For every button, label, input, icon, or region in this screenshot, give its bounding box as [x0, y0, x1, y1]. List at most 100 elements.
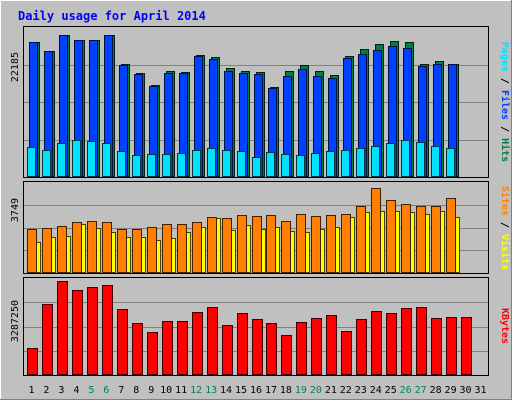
- bar-kbytes-day-4: [72, 290, 83, 375]
- bar-pages-day-13: [207, 148, 216, 177]
- y-max-label: 3287250: [10, 300, 21, 342]
- bar-pages-day-20: [311, 153, 320, 177]
- bar-kbytes-day-23: [356, 319, 367, 375]
- day-label-15: 15: [235, 385, 247, 396]
- bar-kbytes-day-17: [266, 323, 277, 375]
- bar-pages-day-23: [356, 148, 365, 177]
- bar-pages-day-4: [72, 140, 81, 177]
- bar-kbytes-day-19: [296, 322, 307, 375]
- legend-text: Pages / Files / Hits: [499, 42, 511, 162]
- bar-pages-day-26: [401, 140, 410, 177]
- bar-sites-day-13: [207, 217, 217, 273]
- bar-sites-day-14: [222, 218, 232, 273]
- bar-pages-day-27: [416, 142, 425, 177]
- chart-legends: Pages / Files / Hits Sites / Visits KBytes: [499, 42, 511, 344]
- bar-sites-day-26: [401, 204, 411, 273]
- bar-pages-day-2: [42, 150, 51, 177]
- day-label-14: 14: [220, 385, 232, 396]
- bar-pages-day-15: [237, 151, 246, 177]
- bar-sites-day-24: [371, 188, 381, 273]
- day-label-18: 18: [280, 385, 292, 396]
- legend-hits-files-pages: Pages / Files / Hits: [499, 42, 511, 162]
- bar-sites-day-12: [192, 222, 202, 273]
- day-label-16: 16: [250, 385, 262, 396]
- day-label-22: 22: [340, 385, 352, 396]
- bar-kbytes-day-1: [27, 348, 38, 375]
- bar-sites-day-17: [266, 215, 276, 273]
- bar-kbytes-day-6: [102, 285, 113, 375]
- day-label-13: 13: [205, 385, 217, 396]
- bar-pages-day-21: [326, 151, 335, 177]
- day-label-21: 21: [325, 385, 337, 396]
- chart-panels: 22185 3749 3287250: [10, 26, 489, 376]
- bar-pages-day-5: [87, 141, 96, 177]
- day-label-17: 17: [265, 385, 277, 396]
- day-label-20: 20: [310, 385, 322, 396]
- legend-entry-kbytes: KBytes: [499, 308, 510, 344]
- y-max-label: 22185: [10, 52, 21, 82]
- bar-kbytes-day-5: [87, 287, 98, 375]
- bar-pages-day-19: [296, 155, 305, 177]
- bar-pages-day-24: [371, 146, 380, 177]
- bar-pages-day-14: [222, 150, 231, 177]
- bar-sites-day-16: [252, 216, 262, 273]
- bar-pages-day-6: [102, 143, 111, 177]
- bar-sites-day-7: [117, 229, 127, 273]
- bar-kbytes-day-10: [162, 321, 173, 375]
- y-max-label: 3749: [10, 198, 21, 222]
- bar-pages-day-29: [446, 148, 455, 177]
- day-label-11: 11: [175, 385, 187, 396]
- panel-hits-files-pages: 22185: [10, 26, 489, 178]
- bar-sites-day-8: [132, 229, 142, 273]
- legend-separator: /: [499, 216, 510, 234]
- bar-pages-day-11: [177, 153, 186, 177]
- bar-pages-day-28: [431, 146, 440, 177]
- bar-pages-day-10: [162, 154, 171, 177]
- day-label-26: 26: [400, 385, 412, 396]
- bar-kbytes-day-22: [341, 331, 352, 375]
- bar-kbytes-day-7: [117, 309, 128, 375]
- panel-kbytes: 3287250: [10, 277, 489, 376]
- bar-pages-day-17: [266, 152, 275, 177]
- day-label-6: 6: [103, 385, 109, 396]
- bar-sites-day-9: [147, 227, 157, 273]
- panel-frame: [23, 26, 489, 178]
- bar-pages-day-9: [147, 154, 156, 177]
- bar-kbytes-day-16: [252, 319, 263, 375]
- day-label-7: 7: [118, 385, 124, 396]
- bar-pages-day-1: [27, 147, 36, 177]
- panel-visits-sites: 3749: [10, 181, 489, 274]
- bar-kbytes-day-14: [222, 325, 233, 375]
- bar-kbytes-day-3: [57, 281, 68, 375]
- bar-sites-day-21: [326, 215, 336, 273]
- bar-sites-day-25: [386, 200, 396, 273]
- bar-sites-day-27: [416, 206, 426, 273]
- bar-kbytes-day-24: [371, 311, 382, 375]
- bar-kbytes-day-11: [177, 321, 188, 375]
- bar-pages-day-7: [117, 151, 126, 177]
- bar-kbytes-day-21: [326, 315, 337, 375]
- bar-kbytes-day-2: [42, 304, 53, 375]
- bar-pages-day-12: [192, 150, 201, 177]
- bar-kbytes-day-18: [281, 335, 292, 375]
- bar-pages-day-22: [341, 150, 350, 177]
- panel-frame: [23, 181, 489, 274]
- bar-sites-day-18: [281, 221, 291, 273]
- bar-kbytes-day-8: [132, 323, 143, 375]
- day-label-30: 30: [460, 385, 472, 396]
- bar-kbytes-day-27: [416, 307, 427, 375]
- day-label-12: 12: [190, 385, 202, 396]
- day-label-2: 2: [43, 385, 49, 396]
- bar-sites-day-3: [57, 226, 67, 273]
- day-label-28: 28: [430, 385, 442, 396]
- day-label-4: 4: [73, 385, 79, 396]
- bar-pages-day-18: [281, 154, 290, 177]
- day-label-31: 31: [474, 385, 486, 396]
- bar-sites-day-6: [102, 222, 112, 273]
- bar-kbytes-day-15: [237, 313, 248, 375]
- legend-text: KBytes: [499, 308, 510, 344]
- bar-sites-day-2: [42, 228, 52, 273]
- bar-pages-day-25: [386, 143, 395, 177]
- panel-frame: [23, 277, 489, 376]
